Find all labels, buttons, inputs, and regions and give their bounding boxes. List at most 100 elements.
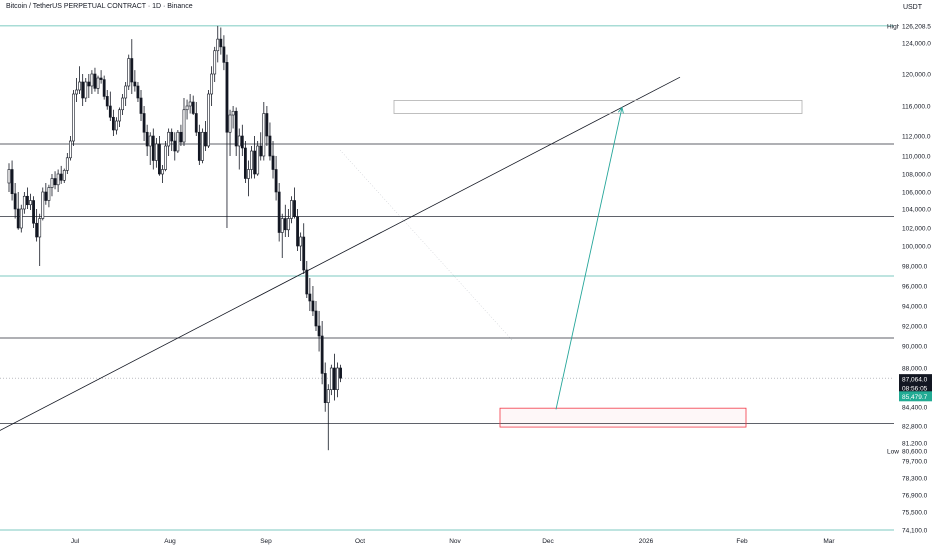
candle-body[interactable] (26, 195, 29, 206)
candle-body[interactable] (44, 191, 48, 201)
candle-body[interactable] (145, 131, 149, 147)
candle-body[interactable] (102, 79, 106, 97)
candle-body[interactable] (296, 216, 299, 247)
candle-body[interactable] (314, 310, 318, 327)
candle-body[interactable] (115, 120, 118, 131)
candle-body[interactable] (188, 101, 192, 107)
candle-body[interactable] (333, 367, 336, 390)
candle-body[interactable] (164, 145, 167, 170)
candle-body[interactable] (151, 135, 155, 161)
candle-body[interactable] (167, 131, 171, 147)
candle-body[interactable] (283, 218, 287, 231)
candle-body[interactable] (72, 93, 75, 142)
candle-body[interactable] (105, 96, 109, 107)
candle-body[interactable] (271, 155, 275, 170)
candle-body[interactable] (308, 293, 312, 302)
candle-body[interactable] (130, 58, 134, 83)
candle-body[interactable] (240, 135, 244, 149)
candle-body[interactable] (274, 169, 278, 193)
candle-body[interactable] (56, 173, 60, 186)
candle-body[interactable] (293, 200, 296, 217)
candle-body[interactable] (176, 131, 180, 152)
candle-body[interactable] (32, 200, 35, 224)
candle-body[interactable] (99, 77, 103, 80)
projection-arrow-line[interactable] (555, 107, 623, 410)
candle-body[interactable] (154, 143, 158, 161)
resistance-zone-box[interactable] (393, 100, 803, 114)
candle-body[interactable] (13, 193, 17, 210)
candle-body[interactable] (93, 73, 97, 89)
candle-body[interactable] (133, 81, 137, 87)
candle-body[interactable] (210, 73, 214, 95)
candle-body[interactable] (136, 85, 140, 99)
candle-body[interactable] (216, 38, 220, 52)
candle-body[interactable] (265, 113, 269, 137)
candle-body[interactable] (118, 109, 121, 122)
candle-body[interactable] (161, 169, 164, 175)
candle-body[interactable] (50, 178, 54, 188)
candle-body[interactable] (84, 81, 88, 99)
trendline[interactable] (0, 76, 681, 432)
candle-body[interactable] (201, 131, 204, 161)
candle-body[interactable] (22, 195, 26, 210)
candle-body[interactable] (329, 367, 333, 390)
candle-body[interactable] (38, 218, 42, 238)
candle-body[interactable] (29, 200, 32, 206)
candle-body[interactable] (7, 169, 11, 184)
candle-body[interactable] (247, 169, 250, 179)
candle-body[interactable] (290, 200, 293, 219)
candle-body[interactable] (286, 218, 290, 231)
candle-body[interactable] (256, 145, 260, 175)
candle-body[interactable] (234, 110, 238, 147)
candle-body[interactable] (225, 62, 229, 133)
candle-body[interactable] (148, 135, 152, 147)
candle-body[interactable] (339, 367, 342, 379)
candle-body[interactable] (228, 114, 232, 133)
candle-body[interactable] (207, 93, 210, 147)
candle-body[interactable] (317, 325, 321, 337)
candle-body[interactable] (299, 236, 303, 247)
candle-body[interactable] (204, 131, 207, 147)
candle-body[interactable] (231, 110, 235, 116)
candle-body[interactable] (219, 38, 223, 48)
candle-body[interactable] (253, 150, 257, 175)
candle-body[interactable] (243, 147, 247, 179)
candle-body[interactable] (41, 191, 45, 219)
candle-body[interactable] (237, 135, 241, 147)
candle-body[interactable] (185, 105, 189, 111)
candle-body[interactable] (35, 222, 39, 238)
candle-body[interactable] (127, 58, 131, 87)
candle-body[interactable] (158, 143, 161, 175)
candle-body[interactable] (311, 300, 315, 312)
candle-body[interactable] (277, 191, 281, 233)
candle-body[interactable] (124, 85, 128, 99)
candle-body[interactable] (280, 218, 284, 233)
candle-body[interactable] (81, 81, 85, 99)
candle-body[interactable] (323, 373, 327, 403)
candle-body[interactable] (108, 105, 112, 118)
candle-body[interactable] (213, 50, 217, 75)
candle-body[interactable] (191, 101, 195, 114)
candle-body[interactable] (326, 389, 330, 403)
candle-body[interactable] (69, 140, 72, 159)
candle-body[interactable] (53, 178, 57, 186)
candle-body[interactable] (75, 89, 78, 95)
candle-body[interactable] (139, 97, 143, 114)
candle-body[interactable] (305, 269, 309, 295)
candle-body[interactable] (320, 335, 324, 374)
candle-body[interactable] (302, 236, 306, 271)
candle-body[interactable] (250, 150, 253, 170)
candle-body[interactable] (336, 367, 339, 390)
candle-body[interactable] (142, 113, 146, 133)
candle-body[interactable] (197, 131, 201, 161)
candle-body[interactable] (62, 170, 66, 181)
candle-body[interactable] (182, 109, 186, 143)
candle-body[interactable] (59, 173, 63, 181)
candle-body[interactable] (121, 97, 124, 111)
candle-body[interactable] (268, 135, 272, 157)
candle-body[interactable] (259, 145, 263, 157)
candle-body[interactable] (170, 131, 174, 142)
candle-body[interactable] (87, 81, 91, 87)
candle-body[interactable] (262, 113, 266, 157)
